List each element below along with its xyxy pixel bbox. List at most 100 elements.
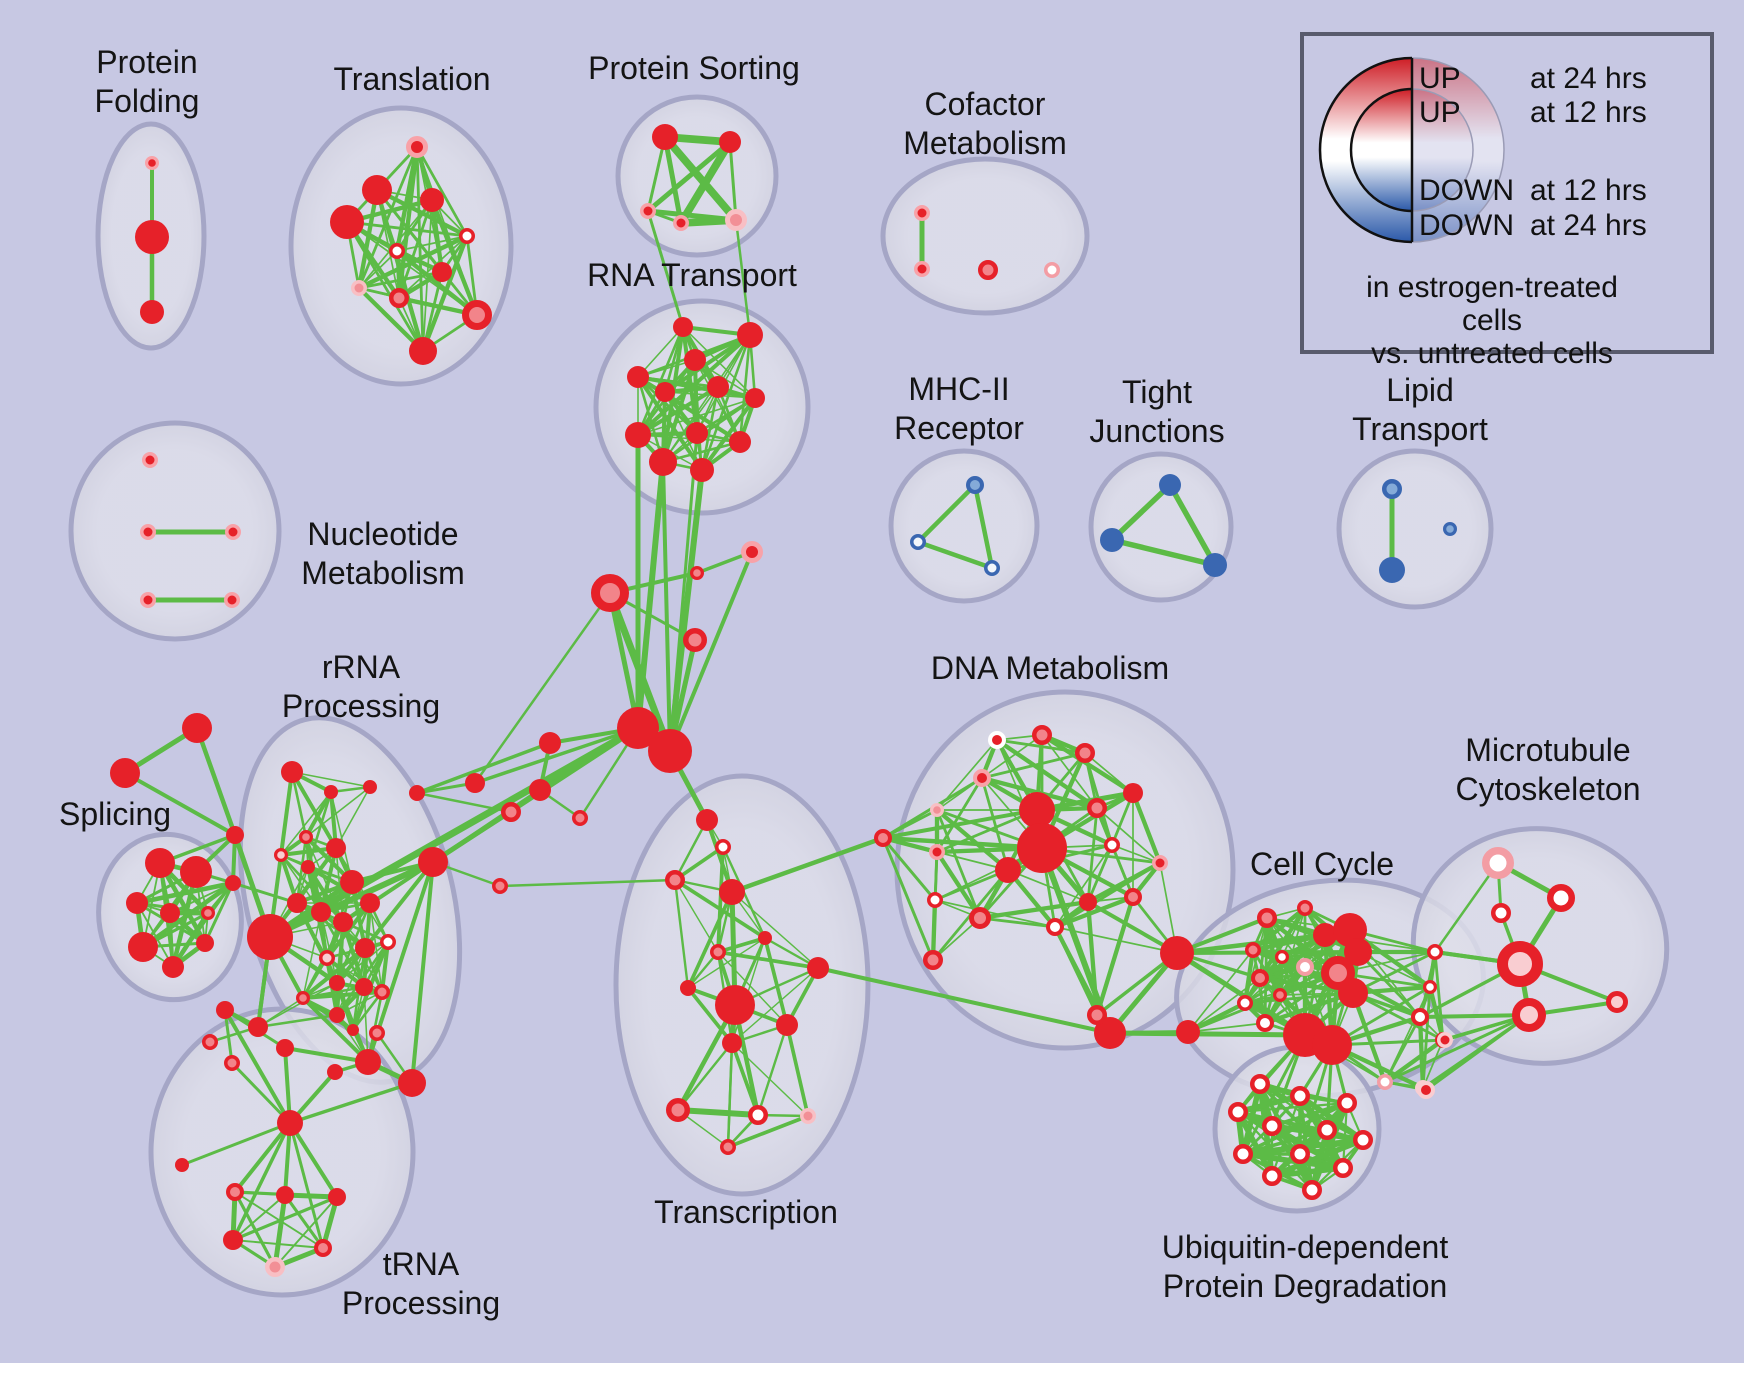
network-edge xyxy=(668,550,754,753)
network-node xyxy=(180,856,212,888)
cluster-ellipse-trna xyxy=(148,1006,416,1298)
network-node xyxy=(418,847,448,877)
network-node xyxy=(140,300,164,324)
network-node xyxy=(720,1139,736,1155)
network-edge xyxy=(637,326,684,378)
legend-row-direction: UP xyxy=(1419,62,1461,95)
cluster-label-ubiquitin: Ubiquitin-dependent Protein Degradation xyxy=(1161,1229,1449,1304)
network-node xyxy=(1203,553,1227,577)
network-node xyxy=(265,1257,285,1277)
network-edge xyxy=(1007,869,1089,903)
network-node xyxy=(175,1158,189,1172)
network-edge xyxy=(341,860,435,924)
network-edge xyxy=(686,986,734,1045)
network-edge xyxy=(661,396,757,464)
network-node xyxy=(409,337,437,365)
network-edge xyxy=(1422,1039,1444,1089)
network-node xyxy=(355,938,375,958)
network-node xyxy=(1251,969,1269,987)
network-edge xyxy=(1424,1013,1531,1092)
network-node xyxy=(719,131,741,153)
network-node xyxy=(680,980,696,996)
network-edge xyxy=(726,1041,734,1149)
network-node xyxy=(1377,1074,1393,1090)
network-node xyxy=(1312,1025,1352,1065)
network-edge xyxy=(881,836,937,902)
network-node xyxy=(225,875,241,891)
network-node xyxy=(1417,1081,1435,1099)
network-node xyxy=(1411,1008,1429,1026)
network-node xyxy=(696,809,718,831)
network-node xyxy=(247,914,293,960)
network-node xyxy=(287,893,307,913)
network-node xyxy=(649,448,677,476)
network-node xyxy=(360,893,380,913)
network-edge xyxy=(415,741,552,795)
network-edge xyxy=(302,911,322,999)
network-node xyxy=(142,452,158,468)
network-node xyxy=(406,136,428,158)
network-edge xyxy=(977,899,1091,921)
network-node xyxy=(140,524,156,540)
cluster-label-nucleotide: Nucleotide Metabolism xyxy=(301,516,465,591)
network-node xyxy=(1297,900,1313,916)
network-node xyxy=(1317,1120,1337,1140)
cluster-label-microtubule: Microtubule Cytoskeleton xyxy=(1455,732,1641,807)
network-edge xyxy=(980,751,1087,780)
network-edge xyxy=(981,734,1043,779)
network-edge xyxy=(498,878,677,888)
network-edge xyxy=(675,1107,761,1118)
network-edge xyxy=(1086,843,1114,904)
network-edge xyxy=(136,902,174,968)
network-node xyxy=(1124,888,1142,906)
network-edge xyxy=(1109,482,1173,543)
network-node xyxy=(351,280,367,296)
network-node xyxy=(1313,923,1337,947)
network-node xyxy=(145,848,175,878)
network-edge xyxy=(233,1121,292,1194)
network-edge xyxy=(1417,1014,1426,1091)
network-edge xyxy=(473,591,612,785)
cluster-ellipse-lipid-transport xyxy=(1336,448,1494,610)
cluster-label-transcription: Transcription xyxy=(654,1194,838,1230)
network-node xyxy=(128,932,158,962)
cluster-label-trna: tRNA Processing xyxy=(341,1246,501,1321)
network-node xyxy=(914,205,930,221)
network-edge xyxy=(738,333,752,444)
network-edge xyxy=(306,790,333,869)
legend-row-direction: UP xyxy=(1419,96,1461,129)
network-edge xyxy=(358,250,398,289)
network-node xyxy=(984,560,1000,576)
network-edge xyxy=(363,860,435,950)
network-node xyxy=(145,156,160,171)
network-node xyxy=(1123,783,1143,803)
network-edge xyxy=(934,849,983,921)
network-edge xyxy=(677,138,734,227)
network-edge xyxy=(410,860,435,1085)
network-node xyxy=(683,628,707,652)
network-edge xyxy=(930,897,938,963)
network-node xyxy=(722,1033,742,1053)
network-node xyxy=(690,458,714,482)
network-node xyxy=(673,317,693,337)
network-edge xyxy=(1269,1165,1346,1179)
network-node xyxy=(1272,987,1287,1002)
network-edge xyxy=(662,134,684,226)
network-edge xyxy=(335,786,371,849)
network-node xyxy=(745,388,765,408)
network-node xyxy=(729,431,751,453)
network-node xyxy=(978,260,998,280)
network-edge xyxy=(230,1061,292,1125)
network-node xyxy=(398,1069,426,1097)
network-edge xyxy=(662,334,751,463)
network-node xyxy=(363,780,377,794)
network-edge xyxy=(194,725,238,838)
network-node xyxy=(625,422,651,448)
network-edge xyxy=(379,939,391,995)
network-edge xyxy=(134,880,236,906)
network-node xyxy=(1442,521,1457,536)
network-node xyxy=(299,829,314,844)
network-node xyxy=(1302,1180,1322,1200)
network-edge xyxy=(356,285,426,354)
